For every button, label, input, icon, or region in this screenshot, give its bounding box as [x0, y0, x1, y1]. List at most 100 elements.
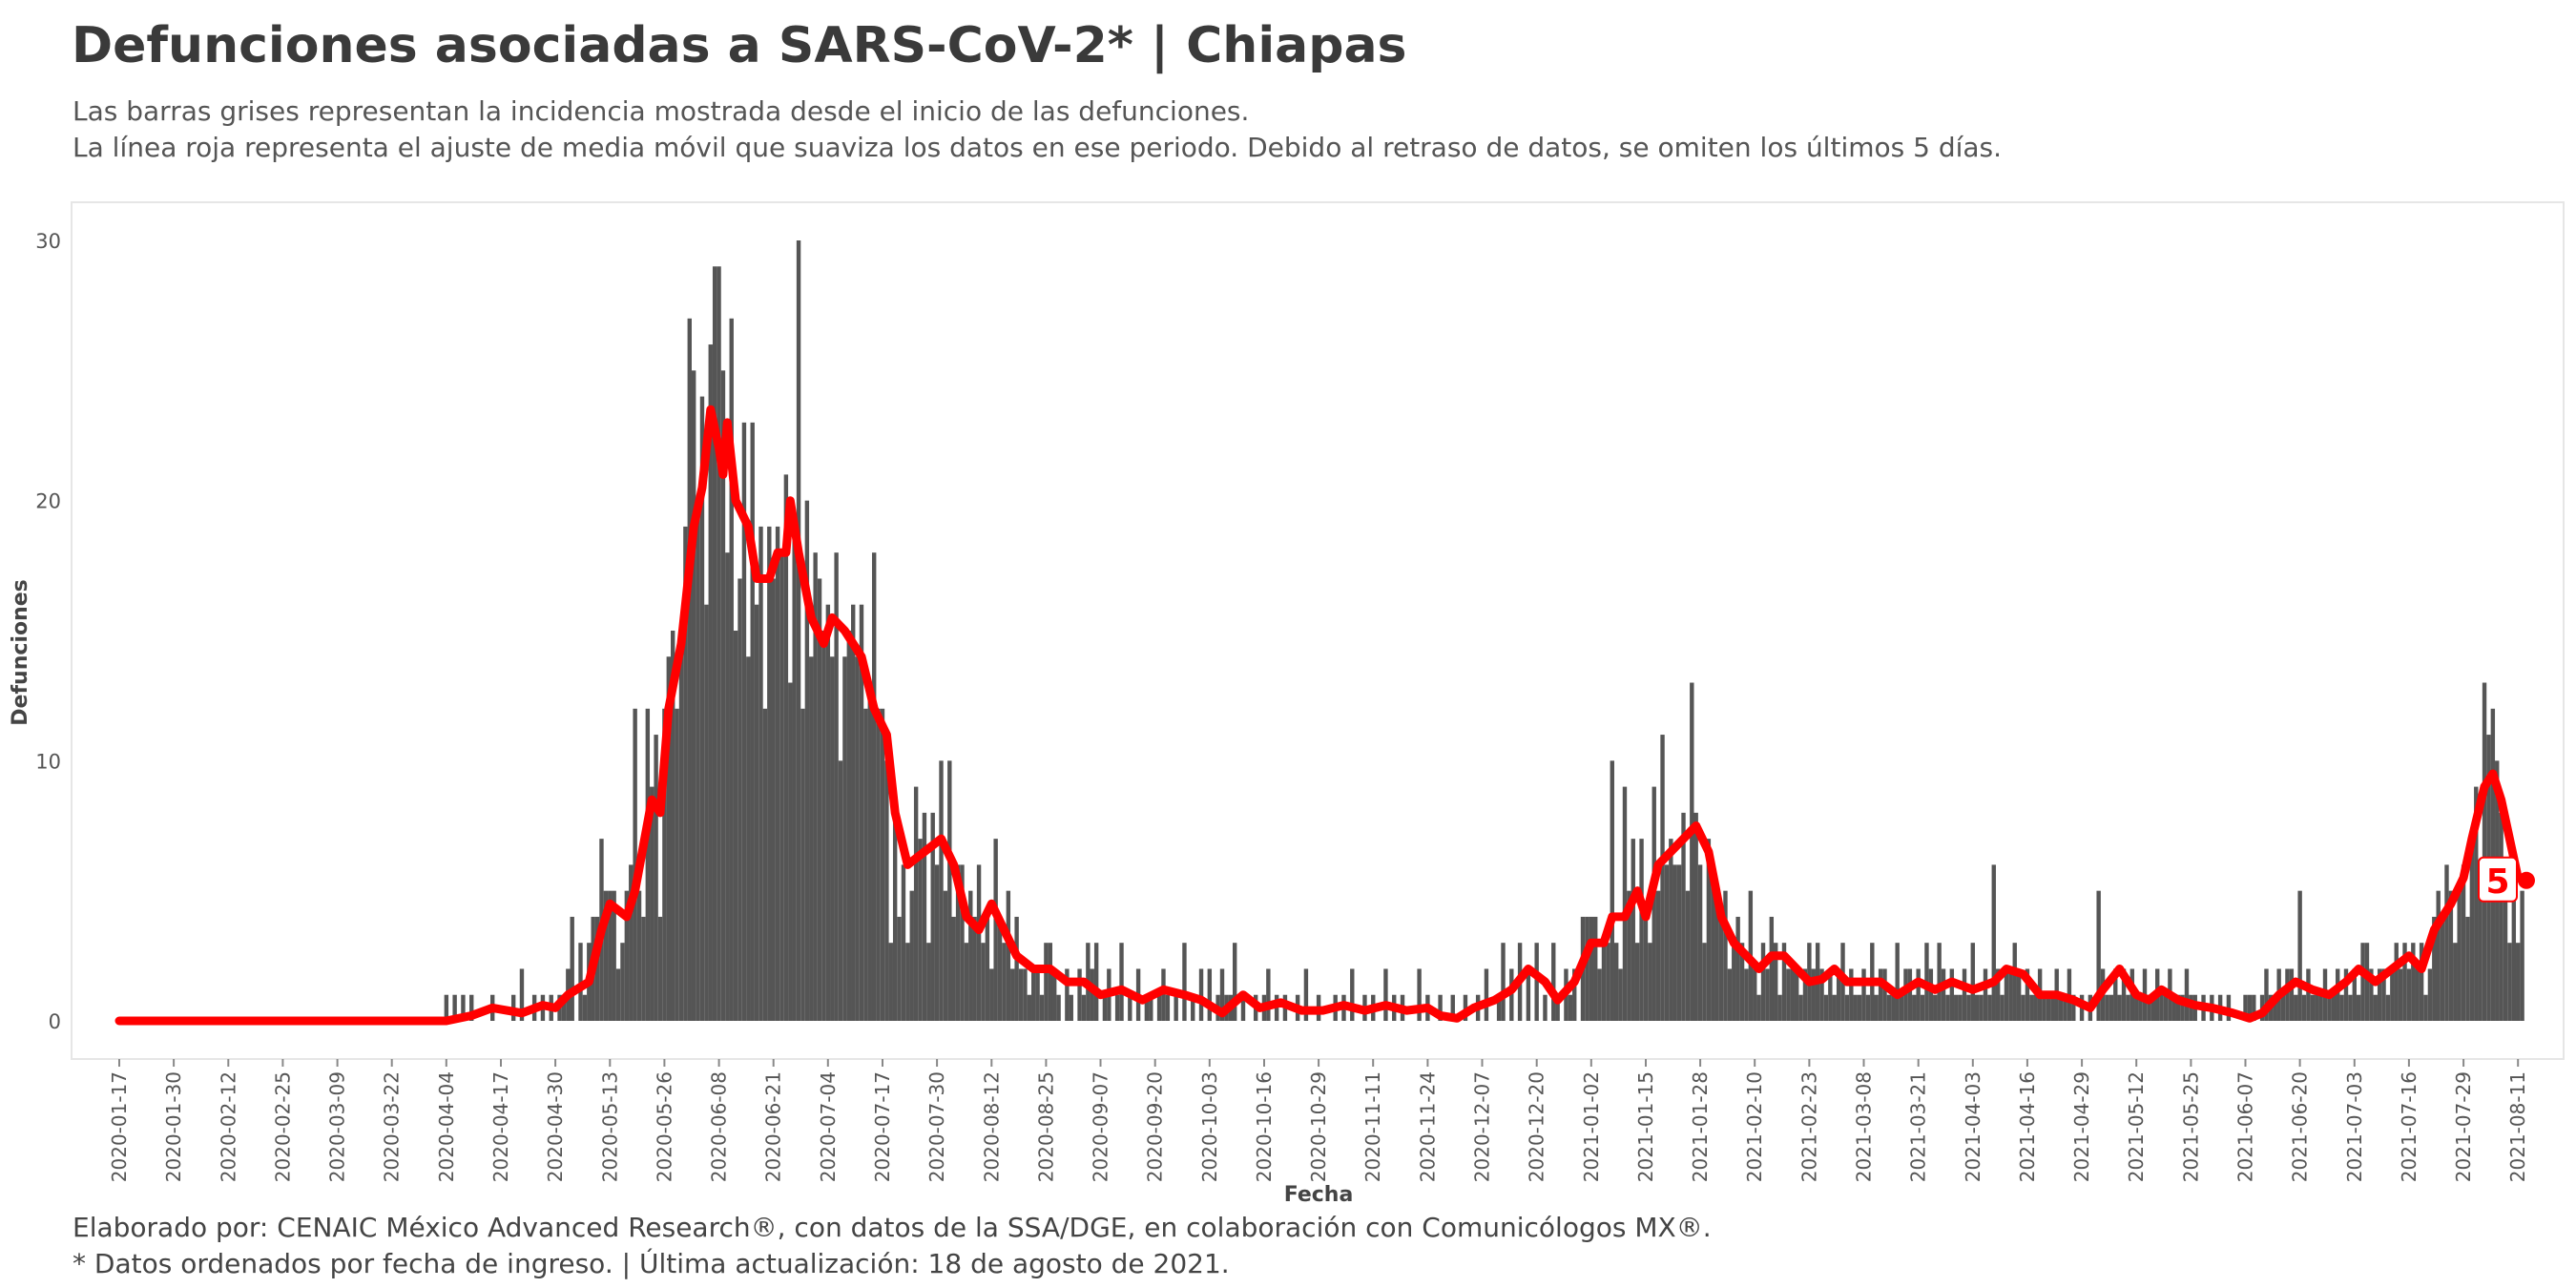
x-tick-label: 2021-02-23 [1797, 1071, 1820, 1182]
bar [775, 526, 780, 1021]
y-tick-label: 30 [35, 230, 61, 253]
x-tick-label: 2020-03-09 [326, 1071, 349, 1182]
bar [1836, 968, 1841, 1021]
bar [1664, 864, 1670, 1021]
bar [1676, 864, 1682, 1021]
bar [666, 656, 672, 1021]
bar [1790, 968, 1795, 1021]
bar [1618, 968, 1623, 1021]
bar [469, 994, 474, 1021]
bar [1027, 994, 1032, 1021]
bar [1739, 943, 1745, 1021]
x-tick-label: 2020-06-08 [708, 1071, 731, 1182]
bar [1219, 968, 1225, 1021]
bar [754, 604, 759, 1021]
bar [725, 552, 730, 1021]
bar [1941, 968, 1946, 1021]
x-tick-label: 2020-07-30 [925, 1071, 948, 1182]
x-axis-title: Fecha [1284, 1183, 1354, 1207]
bar [2000, 994, 2005, 1021]
bar [1014, 916, 1019, 1021]
bar [1844, 994, 1850, 1021]
bar [2432, 916, 2437, 1021]
bar [1802, 968, 1808, 1021]
bar [1660, 735, 1665, 1021]
bar [2046, 994, 2051, 1021]
bar [1685, 890, 1691, 1021]
bar [461, 994, 466, 1021]
bar [2315, 994, 2319, 1021]
bar [1991, 864, 1996, 1021]
bar [2171, 994, 2176, 1021]
x-tick-label: 2020-07-04 [817, 1071, 840, 1182]
x-tick-label: 2021-03-08 [1853, 1071, 1876, 1182]
bar [1119, 943, 1124, 1021]
bar [2280, 994, 2286, 1021]
bar [1907, 968, 1913, 1021]
x-tick-label: 2021-07-16 [2398, 1071, 2420, 1182]
bar [720, 370, 726, 1022]
bar [603, 890, 609, 1021]
bar [578, 943, 583, 1021]
bar [2516, 943, 2521, 1021]
bar [2289, 968, 2295, 1021]
bar [863, 708, 868, 1021]
bar [1039, 994, 1045, 1021]
bar [1198, 968, 1204, 1021]
bar [809, 656, 814, 1021]
bar [1975, 994, 1980, 1021]
bar [2398, 968, 2403, 1021]
bar [1693, 812, 1698, 1021]
bar [1979, 994, 1984, 1021]
bar [1077, 968, 1082, 1021]
bar [633, 708, 637, 1021]
bar [1823, 994, 1829, 1021]
bar [2150, 994, 2156, 1021]
bar [1777, 994, 1782, 1021]
bar [1128, 994, 1132, 1021]
bar [1031, 968, 1036, 1021]
caption-line-2: * Datos ordenados por fecha de ingreso. … [73, 1248, 1230, 1279]
x-tick-label: 2021-08-11 [2506, 1071, 2529, 1182]
bar [1496, 994, 1502, 1021]
bar [817, 578, 822, 1021]
bar [687, 318, 692, 1021]
bar [1895, 943, 1900, 1021]
bar [1781, 943, 1787, 1021]
bar [804, 500, 810, 1021]
bar [2042, 994, 2046, 1021]
bar [779, 552, 784, 1021]
bar [2406, 968, 2412, 1021]
bar [985, 916, 990, 1021]
bar [608, 890, 613, 1021]
bar [1970, 943, 1975, 1021]
bar [696, 500, 700, 1021]
bar [901, 864, 906, 1021]
moving-average-end-point [2518, 871, 2535, 889]
bar [976, 864, 982, 1021]
chart-title: Defunciones asociadas a SARS-CoV-2* | Ch… [72, 17, 1407, 74]
bar [1753, 968, 1757, 1021]
bar [2478, 890, 2483, 1021]
bar [2138, 994, 2143, 1021]
bar [2301, 994, 2307, 1021]
y-axis-title: Defunciones [9, 579, 32, 725]
bar [1233, 943, 1237, 1021]
bar [1669, 839, 1673, 1021]
bar [1857, 994, 1862, 1021]
bar [2369, 968, 2374, 1021]
bar [838, 760, 843, 1021]
bar [1916, 968, 1921, 1021]
bar [1383, 968, 1388, 1021]
x-axis: 2020-01-17 2020-01-30 2020-02-12 2020-02-25… [108, 1059, 2529, 1182]
bar [741, 422, 747, 1021]
x-tick-label: 2020-07-17 [871, 1071, 894, 1182]
bar [1711, 864, 1715, 1021]
bar [1639, 839, 1644, 1021]
bar [452, 994, 457, 1021]
bar [1744, 968, 1749, 1021]
bar [645, 708, 651, 1021]
bar [2252, 994, 2256, 1021]
x-tick-label: 2020-10-29 [1307, 1071, 1330, 1182]
bar [1018, 968, 1024, 1021]
